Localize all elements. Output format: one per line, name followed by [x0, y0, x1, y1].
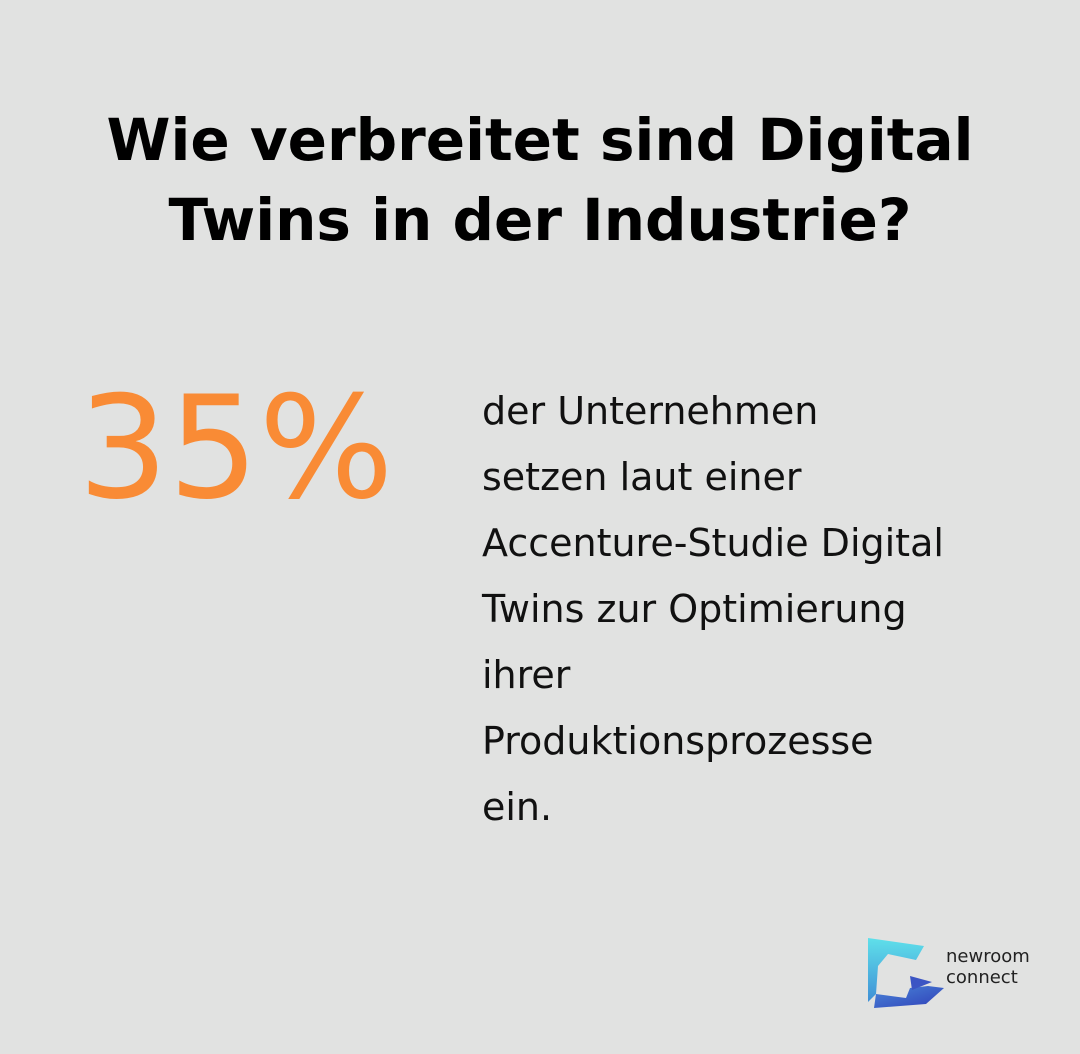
- stat-description-line: setzen laut einer: [482, 455, 802, 499]
- headline-line-1: Wie verbreitet sind Digital: [106, 106, 974, 174]
- stat-description-line: der Unternehmen: [482, 389, 819, 433]
- stat-percentage: 35%: [78, 366, 394, 531]
- stat-description-line: Twins zur Optimierung: [482, 587, 907, 631]
- brand-name-line-2: connect: [946, 967, 1018, 988]
- stat-description: der Unternehmen setzen laut einer Accent…: [482, 378, 1042, 840]
- brand-name-line-1: newroom: [946, 946, 1030, 967]
- stat-description-line: Accenture-Studie Digital: [482, 521, 944, 565]
- brand-name: newroom connect: [946, 946, 1030, 988]
- headline: Wie verbreitet sind Digital Twins in der…: [40, 100, 1040, 260]
- headline-line-2: Twins in der Industrie?: [168, 186, 912, 254]
- stat-description-line: ein.: [482, 785, 553, 829]
- newroom-connect-logo-icon: [868, 938, 944, 1008]
- stat-description-line: ihrer: [482, 653, 571, 697]
- stat-description-line: Produktionsprozesse: [482, 719, 874, 763]
- brand-logo: newroom connect: [866, 936, 1046, 1012]
